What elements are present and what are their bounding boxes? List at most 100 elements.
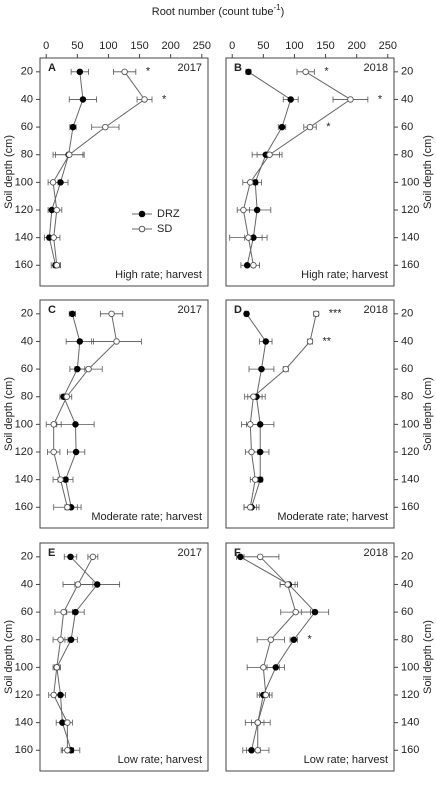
data-point [247,179,254,186]
y-tick-label: 60 [401,363,413,375]
panel-label: C [48,304,56,316]
y-tick-label: 160 [401,744,419,756]
panel-label: F [234,547,241,559]
y-tick-label: 60 [401,121,413,133]
data-point [60,608,67,616]
significance-mark: * [378,93,383,105]
series-line [52,71,146,266]
y-tick-label: 100 [15,661,33,673]
significance-mark: * [324,66,329,78]
data-point [74,365,81,373]
data-point [50,421,57,428]
y-tick-label: 160 [15,501,33,513]
x-tick-label: 0 [229,40,235,52]
data-point [53,262,61,269]
x-axis-title: Root number (count tube-1) [152,3,284,18]
legend-label: SD [157,223,172,235]
data-point [278,123,286,131]
y-tick-label: 20 [401,551,413,563]
y-tick-label: 40 [401,93,413,105]
data-point [262,338,270,345]
data-point [254,719,261,726]
x-tick-label: 50 [71,40,83,52]
data-point [65,151,73,158]
y-tick-label: 120 [15,446,33,458]
legend-marker [138,210,146,218]
y-tick-label: 120 [15,689,33,701]
panel-frame [225,57,395,287]
data-point [258,365,265,373]
data-point [53,664,61,671]
data-point [243,310,250,318]
x-tick-label: 50 [257,40,269,52]
y-tick-label: 100 [401,418,419,430]
data-point [282,365,289,373]
y-tick-label: 160 [401,259,419,271]
y-tick-label: 80 [21,391,33,403]
panel-year: 2018 [364,304,388,316]
significance-mark: * [146,66,151,78]
data-point [240,206,247,214]
data-point [74,581,82,588]
y-tick-label: 80 [21,634,33,646]
series-line [53,556,94,751]
data-point [72,421,79,428]
series-line [249,313,317,508]
y-tick-label: 40 [21,93,33,105]
significance-mark: ** [322,335,331,347]
y-tick-label: 80 [401,391,413,403]
data-point [49,179,57,186]
y-tick-label: 40 [401,335,413,347]
panel-annotation: Low rate; harvest [118,754,202,766]
y-tick-label: 80 [21,149,33,161]
data-point [248,448,255,456]
y-tick-label: 100 [401,176,419,188]
data-point [237,553,244,561]
y-tick-label: 20 [401,66,413,78]
series-line [246,71,292,266]
data-point [250,262,257,269]
data-point [266,151,273,158]
x-tick-label: 200 [347,40,365,52]
y-tick-label: 60 [21,121,33,133]
y-tick-label: 140 [15,717,33,729]
panel-annotation: High rate; harvest [301,269,388,281]
data-point [250,393,257,400]
data-point [256,553,264,561]
legend-marker [138,225,146,233]
panel-frame [39,299,209,529]
data-point [57,636,64,643]
y-tick-label: 60 [21,606,33,618]
data-point [302,68,309,76]
panel-label: B [234,62,242,74]
data-point [245,68,252,76]
data-point [72,608,79,616]
y-tick-label: 140 [401,232,419,244]
data-point [67,553,74,561]
data-point [290,636,298,643]
data-point [102,123,109,131]
y-axis-title: Soil depth (cm) [422,135,434,209]
data-point [287,96,294,103]
y-tick-label: 140 [15,474,33,486]
data-point [256,448,264,456]
panel-label: A [48,62,56,74]
x-axis-title-main: Root number (count tube [152,6,274,18]
y-tick-label: 120 [15,204,33,216]
legend-label: DRZ [157,208,180,220]
panel-annotation: Moderate rate; harvest [277,511,388,523]
data-point [108,310,115,318]
y-axis-title: Soil depth (cm) [3,135,15,209]
y-tick-label: 40 [21,335,33,347]
data-point [247,504,254,511]
data-point [311,608,319,616]
series-line [53,313,118,508]
y-tick-label: 20 [401,308,413,320]
y-tick-label: 40 [21,578,33,590]
panel-year: 2018 [364,62,388,74]
y-tick-label: 60 [401,606,413,618]
data-point [76,68,84,76]
data-point [254,747,261,754]
y-tick-label: 120 [401,204,419,216]
